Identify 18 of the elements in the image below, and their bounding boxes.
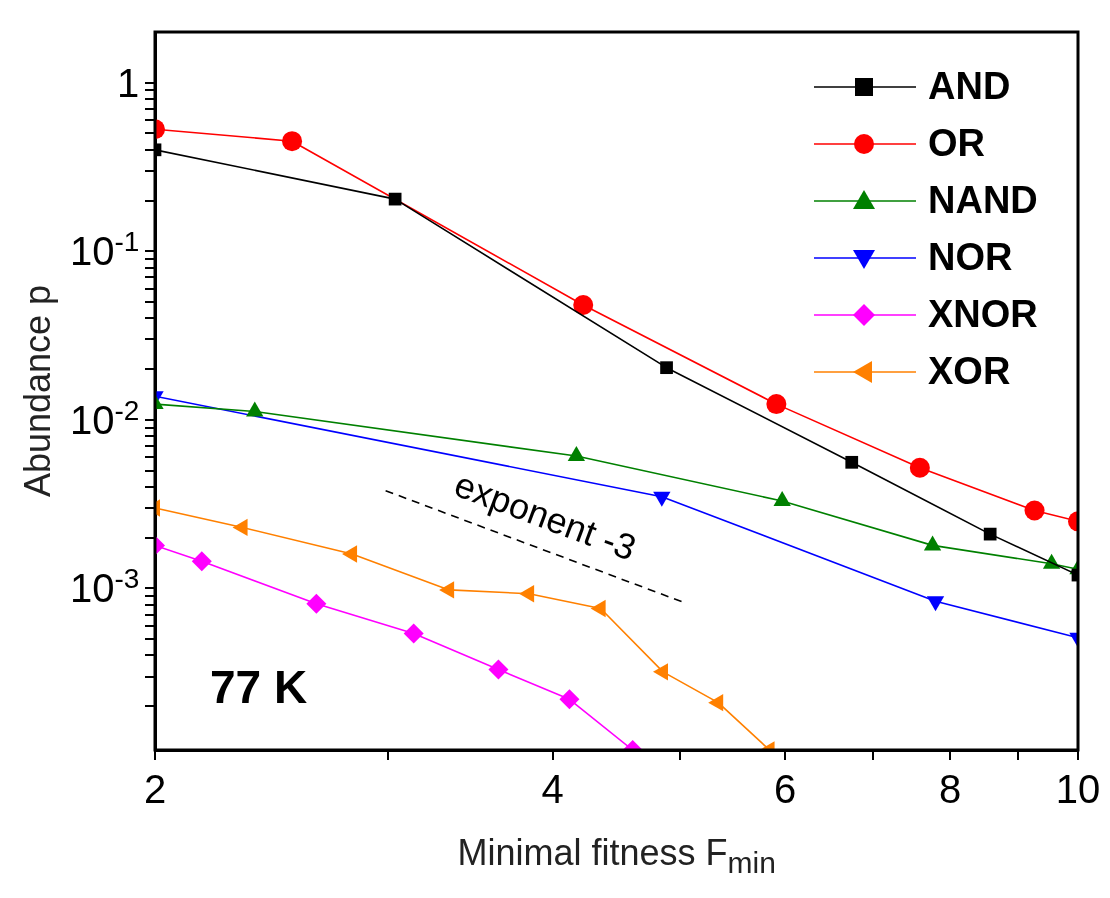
legend-label: NAND xyxy=(928,179,1038,222)
x-tick-label: 6 xyxy=(773,767,797,812)
legend-label: OR xyxy=(928,122,985,165)
x-tick-label: 4 xyxy=(541,767,564,812)
y-tick-label: 10$^{-1}$ xyxy=(70,225,140,274)
legend-label: XNOR xyxy=(928,293,1038,336)
x-tick-label: 2 xyxy=(143,767,167,812)
x-tick-label: 8 xyxy=(938,767,962,812)
y-tick-label: 10$^{-2}$ xyxy=(70,394,140,442)
x-axis-title: Minimal fitness F$_{min}$ xyxy=(457,832,776,881)
legend-label: XOR xyxy=(928,350,1011,393)
y-tick-label: 10$^{-3}$ xyxy=(70,563,140,611)
y-axis-title: Abundance p xyxy=(17,284,60,498)
legend-label: AND xyxy=(928,65,1011,108)
annotation: 77 K xyxy=(210,660,308,713)
y-tick-label: 1 xyxy=(117,60,140,105)
legend-label: NOR xyxy=(928,236,1013,279)
x-tick-label: 10 xyxy=(1055,767,1101,812)
